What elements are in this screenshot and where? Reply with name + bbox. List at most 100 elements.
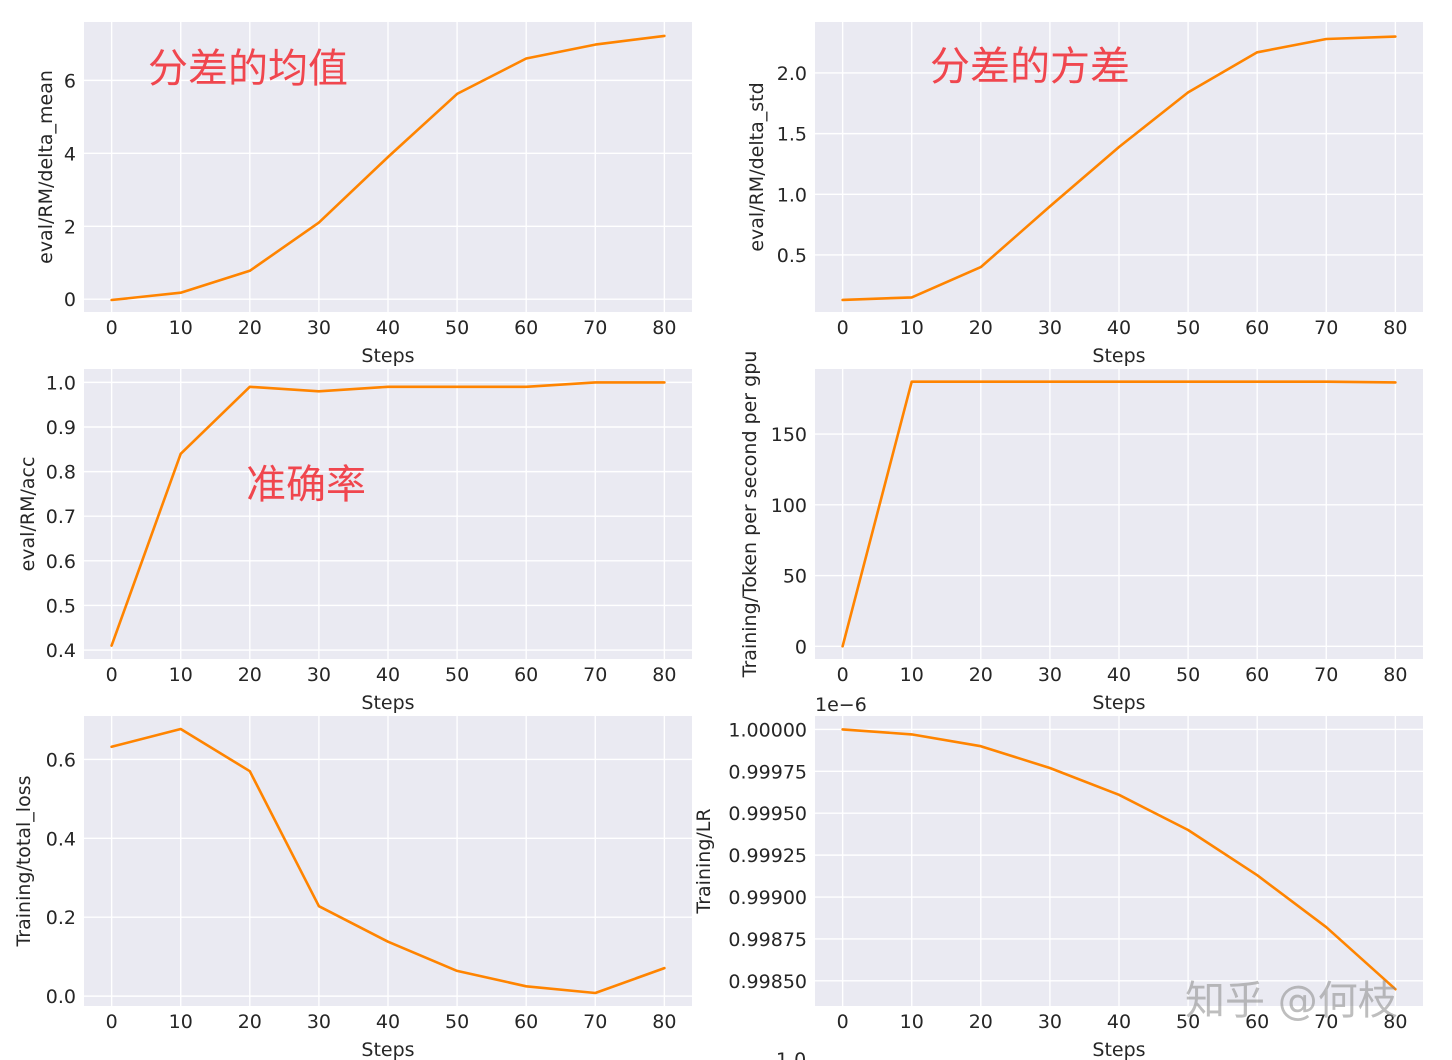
charts-layer: 0 10 20 30 40 50 60 70 80 0 2 4 6 Steps eval/RM/delta_… (13, 22, 1423, 1060)
y-tick-label: 0.99875 (728, 929, 807, 951)
x-tick-label: 60 (514, 317, 538, 339)
x-tick-label: 10 (169, 664, 193, 686)
x-tick-label: 60 (514, 664, 538, 686)
series-line (110, 727, 666, 995)
series-line (841, 728, 1397, 991)
y-tick-label: 0.99950 (728, 803, 807, 825)
series-line (841, 380, 1397, 648)
annotation-text: 准确率 (246, 462, 366, 508)
y-tick-label: 0.99975 (728, 761, 807, 783)
x-tick-label: 20 (238, 1011, 262, 1033)
y-tick-label: 1.0 (777, 184, 807, 206)
y-tick-label: 0.6 (46, 749, 76, 771)
chart-3: 0 10 20 30 40 50 60 70 80 0.4 0.5 0.6 0.7 0.8 0.9 1.0 St… (17, 369, 692, 714)
x-tick-label: 10 (900, 317, 924, 339)
x-tick-label: 10 (169, 1011, 193, 1033)
y-offset-label: 1e−6 (815, 694, 867, 716)
y-axis-label: Training/total_loss (13, 775, 35, 947)
y-tick-label: 150 (771, 424, 807, 446)
x-tick-label: 80 (652, 317, 676, 339)
y-tick-label: 0.2 (46, 907, 76, 929)
x-tick-label: 80 (1383, 317, 1407, 339)
x-tick-label: 0 (837, 664, 849, 686)
x-tick-label: 0 (837, 1011, 849, 1033)
y-axis-label: eval/RM/delta_std (746, 82, 768, 251)
x-tick-label: 50 (445, 664, 469, 686)
x-tick-label: 70 (1314, 317, 1338, 339)
x-tick-label: 0 (106, 1011, 118, 1033)
x-tick-label: 10 (169, 317, 193, 339)
x-tick-label: 50 (445, 317, 469, 339)
y-tick-label: 1.5 (777, 124, 807, 146)
chart-1: 0 10 20 30 40 50 60 70 80 0 2 4 6 Steps eval/RM/delta_… (35, 22, 692, 367)
y-tick-label: 100 (771, 495, 807, 517)
y-tick-label: 2.0 (777, 63, 807, 85)
series-line (110, 34, 666, 302)
x-axis-label: Steps (1092, 1039, 1145, 1060)
series-line (110, 381, 666, 647)
bottom-cut-label: 1.0 (776, 1049, 806, 1060)
y-axis-label: Training/Token per second per gpu (739, 351, 761, 679)
x-tick-label: 60 (1245, 664, 1269, 686)
y-tick-label: 0 (64, 289, 76, 311)
x-tick-label: 40 (376, 1011, 400, 1033)
x-tick-label: 70 (583, 1011, 607, 1033)
x-tick-label: 30 (307, 1011, 331, 1033)
x-tick-label: 80 (1383, 1011, 1407, 1033)
x-tick-label: 50 (1176, 664, 1200, 686)
y-axis-label: Training/LR (693, 808, 715, 914)
x-tick-label: 70 (583, 664, 607, 686)
x-axis-label: Steps (361, 345, 414, 367)
x-tick-label: 0 (106, 664, 118, 686)
x-axis-label: Steps (361, 692, 414, 714)
y-tick-label: 0.0 (46, 986, 76, 1008)
chart-2: 0 10 20 30 40 50 60 70 80 0.5 1.0 1.5 2.0 Steps eval/R… (746, 22, 1423, 367)
chart-5: 0 10 20 30 40 50 60 70 80 0.0 0.2 0.4 0.6 Steps Traini… (13, 716, 692, 1060)
y-tick-label: 0.99925 (728, 845, 807, 867)
y-tick-label: 0.5 (777, 245, 807, 267)
x-tick-label: 30 (307, 664, 331, 686)
x-tick-label: 30 (307, 317, 331, 339)
x-tick-label: 40 (1107, 1011, 1131, 1033)
annotation-text: 分差的方差 (930, 44, 1130, 90)
chart-6: 0 10 20 30 40 50 60 70 80 0.99850 0.99875 0.99900 0.… (693, 694, 1423, 1060)
x-tick-label: 70 (1314, 1011, 1338, 1033)
x-tick-label: 0 (837, 317, 849, 339)
y-tick-label: 1.0 (46, 372, 76, 394)
y-tick-label: 1.00000 (728, 719, 807, 741)
y-tick-label: 0.5 (46, 595, 76, 617)
x-tick-label: 30 (1038, 1011, 1062, 1033)
x-axis-label: Steps (1092, 692, 1145, 714)
x-tick-label: 30 (1038, 664, 1062, 686)
y-tick-label: 0.8 (46, 462, 76, 484)
y-tick-label: 2 (64, 216, 76, 238)
x-tick-label: 0 (106, 317, 118, 339)
x-tick-label: 70 (1314, 664, 1338, 686)
y-tick-label: 0.99850 (728, 971, 807, 993)
x-tick-label: 50 (1176, 317, 1200, 339)
y-axis-label: eval/RM/acc (17, 457, 39, 572)
x-tick-label: 20 (969, 1011, 993, 1033)
x-tick-label: 10 (900, 1011, 924, 1033)
y-tick-label: 0.6 (46, 551, 76, 573)
y-axis-label: eval/RM/delta_mean (35, 70, 57, 264)
x-tick-label: 40 (1107, 317, 1131, 339)
chart-4: 0 10 20 30 40 50 60 70 80 0 50 100 150 Steps Training/… (739, 351, 1423, 714)
annotation-text: 分差的均值 (148, 46, 348, 92)
x-tick-label: 60 (1245, 317, 1269, 339)
x-tick-label: 60 (1245, 1011, 1269, 1033)
y-tick-label: 6 (64, 70, 76, 92)
watermark-text: 知乎 @何枝 (1185, 978, 1398, 1024)
x-tick-label: 20 (969, 664, 993, 686)
x-axis-label: Steps (1092, 345, 1145, 367)
y-tick-label: 50 (783, 566, 807, 588)
y-tick-label: 0.4 (46, 828, 76, 850)
x-tick-label: 60 (514, 1011, 538, 1033)
x-axis-label: Steps (361, 1039, 414, 1060)
y-tick-label: 0.99900 (728, 887, 807, 909)
series-line (841, 35, 1397, 302)
x-tick-label: 30 (1038, 317, 1062, 339)
x-tick-label: 20 (238, 317, 262, 339)
y-tick-label: 0.9 (46, 417, 76, 439)
